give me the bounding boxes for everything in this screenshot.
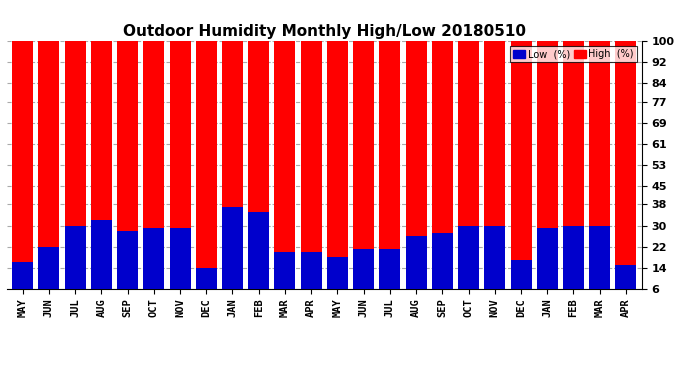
Bar [144, 228, 164, 304]
Bar [12, 262, 33, 305]
Bar [144, 41, 164, 304]
Bar [275, 41, 295, 304]
Title: Outdoor Humidity Monthly High/Low 20180510: Outdoor Humidity Monthly High/Low 201805… [123, 24, 526, 39]
Bar [537, 228, 558, 304]
Bar [615, 41, 636, 304]
Bar [380, 41, 400, 304]
Bar [563, 225, 584, 304]
Bar [458, 41, 479, 304]
Bar [615, 265, 636, 305]
Bar [327, 41, 348, 304]
Bar [117, 231, 138, 304]
Bar [484, 225, 505, 304]
Bar [589, 225, 610, 304]
Bar [248, 41, 269, 304]
Bar [406, 41, 426, 304]
Bar [301, 41, 322, 304]
Bar [511, 260, 531, 305]
Bar [117, 41, 138, 304]
Bar [432, 41, 453, 304]
Bar [170, 41, 190, 304]
Bar [458, 225, 479, 304]
Bar [91, 41, 112, 304]
Bar [65, 225, 86, 304]
Bar [275, 252, 295, 305]
Bar [380, 249, 400, 304]
Bar [65, 41, 86, 304]
Bar [91, 220, 112, 304]
Bar [39, 41, 59, 304]
Bar [222, 41, 243, 304]
Bar [12, 41, 33, 304]
Bar [589, 41, 610, 304]
Bar [196, 41, 217, 304]
Bar [484, 41, 505, 304]
Bar [248, 212, 269, 304]
Bar [327, 257, 348, 304]
Bar [511, 41, 531, 304]
Bar [353, 41, 374, 304]
Bar [432, 234, 453, 304]
Bar [537, 41, 558, 304]
Bar [222, 207, 243, 304]
Bar [39, 247, 59, 304]
Bar [563, 41, 584, 304]
Bar [196, 268, 217, 305]
Bar [170, 228, 190, 304]
Bar [406, 236, 426, 304]
Legend: Low  (%), High  (%): Low (%), High (%) [510, 46, 637, 62]
Bar [353, 249, 374, 304]
Bar [301, 252, 322, 305]
